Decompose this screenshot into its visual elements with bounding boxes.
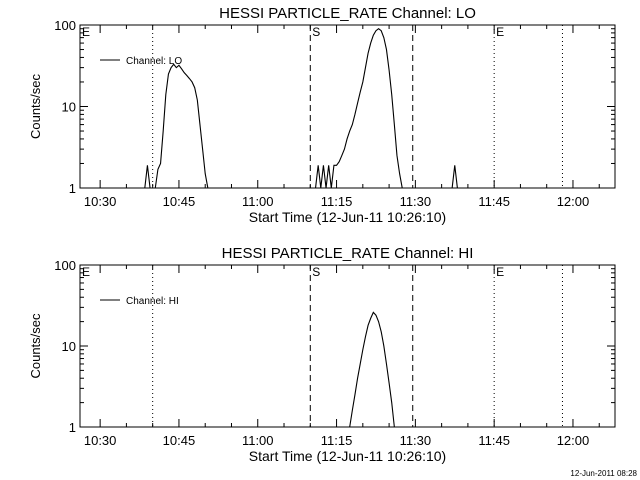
x-tick-label: 11:15: [321, 433, 353, 448]
series-line-channel-lo: [314, 28, 403, 189]
x-tick-label: 11:00: [242, 194, 274, 209]
x-tick-label: 11:45: [478, 194, 510, 209]
y-axis-label: Counts/sec: [28, 73, 43, 139]
legend-label: Channel: LO: [126, 56, 182, 67]
y-axis-label: Counts/sec: [28, 313, 43, 379]
marker-label: S: [312, 25, 320, 39]
y-tick-label: 1: [69, 420, 76, 435]
x-axis-label: Start Time (12-Jun-11 10:26:10): [249, 448, 446, 464]
marker-label: E: [496, 25, 504, 39]
marker-label: E: [82, 25, 90, 39]
y-tick-label: 100: [54, 18, 76, 33]
chart-title: HESSI PARTICLE_RATE Channel: LO: [219, 5, 476, 22]
x-tick-label: 11:00: [242, 433, 274, 448]
series-line-channel-lo: [451, 165, 458, 189]
x-tick-label: 11:30: [400, 433, 432, 448]
y-tick-label: 1: [69, 181, 76, 196]
x-tick-label: 10:30: [84, 194, 117, 209]
footer-timestamp: 12-Jun-2011 08:28: [570, 469, 637, 478]
plot-frame: [79, 264, 616, 428]
y-tick-label: 100: [54, 258, 76, 273]
x-tick-label: 10:45: [163, 194, 196, 209]
y-tick-label: 10: [62, 339, 76, 354]
chart-title: HESSI PARTICLE_RATE Channel: HI: [222, 245, 474, 262]
marker-label: S: [312, 265, 320, 279]
series-line-channel-lo: [144, 63, 209, 189]
x-tick-label: 12:00: [557, 194, 590, 209]
series-line-channel-hi: [349, 311, 395, 428]
marker-label: E: [82, 265, 90, 279]
y-tick-label: 10: [62, 100, 76, 115]
x-tick-label: 11:30: [400, 194, 432, 209]
panel-lo-channel: HESSI PARTICLE_RATE Channel: LO 10:30 10:4…: [28, 5, 616, 225]
x-tick-label: 11:45: [478, 433, 510, 448]
x-tick-label: 10:45: [163, 433, 196, 448]
x-tick-label: 10:30: [84, 433, 117, 448]
legend-label: Channel: HI: [126, 296, 179, 307]
marker-label: E: [496, 265, 504, 279]
x-tick-label: 12:00: [557, 433, 590, 448]
panel-hi-channel: HESSI PARTICLE_RATE Channel: HI 10:30 10:4…: [28, 245, 616, 464]
x-tick-label: 11:15: [321, 194, 353, 209]
x-axis-label: Start Time (12-Jun-11 10:26:10): [249, 209, 446, 225]
